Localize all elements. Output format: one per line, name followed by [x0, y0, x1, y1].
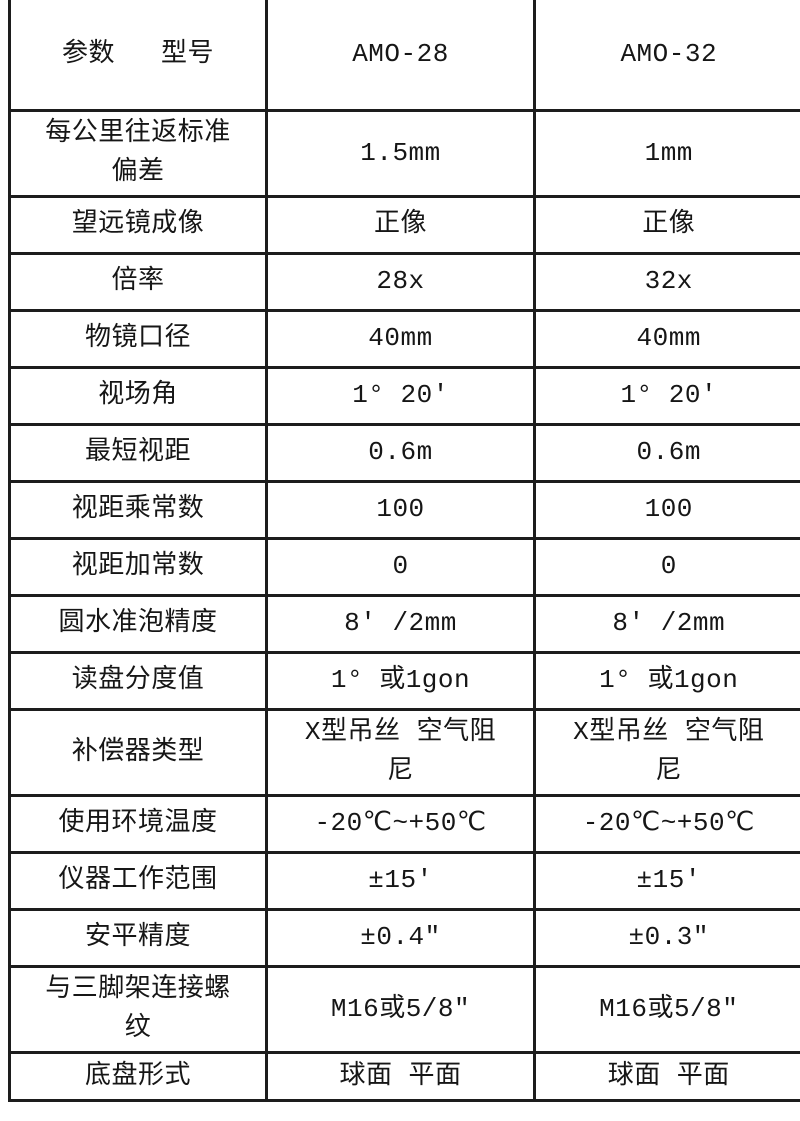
- spec-value-amo32: 32x: [533, 251, 800, 312]
- spec-value-amo32: ±15′: [533, 850, 800, 911]
- table-row: 视距乘常数 100 100: [8, 479, 800, 540]
- spec-name: 圆水准泡精度: [8, 593, 268, 654]
- table-row: 每公里往返标准偏差 1.5mm 1mm: [8, 108, 800, 198]
- table-row: 补偿器类型 X型吊丝 空气阻尼 X型吊丝 空气阻尼: [8, 707, 800, 797]
- param-label: 参数: [61, 38, 115, 69]
- table-row: 最短视距 0.6m 0.6m: [8, 422, 800, 483]
- spec-value-amo32: 正像: [533, 194, 800, 255]
- spec-name: 读盘分度值: [8, 650, 268, 711]
- spec-value-amo28: M16或5/8″: [265, 964, 536, 1054]
- spec-value-amo32: 0: [533, 536, 800, 597]
- spec-name: 最短视距: [8, 422, 268, 483]
- spec-value-amo32: 1° 20′: [533, 365, 800, 426]
- spec-value-amo28: 1° 20′: [265, 365, 536, 426]
- column-header-amo32: AMO-32: [533, 0, 800, 112]
- spec-value-amo28: ±15′: [265, 850, 536, 911]
- spec-value-amo28: 0: [265, 536, 536, 597]
- spec-value-amo32: 1mm: [533, 108, 800, 198]
- model-label: 型号: [161, 38, 215, 69]
- table-row: 仪器工作范围 ±15′ ±15′: [8, 850, 800, 911]
- spec-value-amo32: M16或5/8″: [533, 964, 800, 1054]
- spec-value-amo28: 0.6m: [265, 422, 536, 483]
- header-param-model: 参数 型号: [41, 35, 235, 74]
- spec-name: 补偿器类型: [8, 707, 268, 797]
- spec-value-amo32: 球面 平面: [533, 1050, 800, 1102]
- spec-name: 底盘形式: [8, 1050, 268, 1102]
- table-row: 读盘分度值 1° 或1gon 1° 或1gon: [8, 650, 800, 711]
- spec-value-amo32: 0.6m: [533, 422, 800, 483]
- spec-value-amo32: 100: [533, 479, 800, 540]
- table-row: 安平精度 ±0.4″ ±0.3″: [8, 907, 800, 968]
- header-row: 参数 型号 AMO-28 AMO-32: [8, 0, 800, 112]
- spec-value-amo32: 40mm: [533, 308, 800, 369]
- spec-value-amo32: 1° 或1gon: [533, 650, 800, 711]
- table-row: 物镜口径 40mm 40mm: [8, 308, 800, 369]
- spec-name: 视距乘常数: [8, 479, 268, 540]
- table-row: 与三脚架连接螺纹 M16或5/8″ M16或5/8″: [8, 964, 800, 1054]
- spec-value-amo28: 球面 平面: [265, 1050, 536, 1102]
- spec-name: 安平精度: [8, 907, 268, 968]
- table-row: 视距加常数 0 0: [8, 536, 800, 597]
- spec-name: 仪器工作范围: [8, 850, 268, 911]
- spec-value-amo28: 正像: [265, 194, 536, 255]
- spec-value-amo32: ±0.3″: [533, 907, 800, 968]
- spec-value-amo32: -20℃~+50℃: [533, 793, 800, 854]
- spec-name: 与三脚架连接螺纹: [8, 964, 268, 1054]
- spec-value-amo28: 1.5mm: [265, 108, 536, 198]
- spec-value-amo28: 40mm: [265, 308, 536, 369]
- spec-value-amo28: 1° 或1gon: [265, 650, 536, 711]
- spec-comparison-table: 参数 型号 AMO-28 AMO-32 每公里往返标准偏差 1.5mm 1mm …: [8, 0, 800, 1102]
- spec-name: 视场角: [8, 365, 268, 426]
- table-row: 底盘形式 球面 平面 球面 平面: [8, 1050, 800, 1102]
- spec-value-amo28: -20℃~+50℃: [265, 793, 536, 854]
- table-row: 使用环境温度 -20℃~+50℃ -20℃~+50℃: [8, 793, 800, 854]
- header-param-model-cell: 参数 型号: [8, 0, 268, 112]
- spec-name: 物镜口径: [8, 308, 268, 369]
- spec-value-amo28: 28x: [265, 251, 536, 312]
- table-row: 倍率 28x 32x: [8, 251, 800, 312]
- spec-name: 视距加常数: [8, 536, 268, 597]
- spec-value-amo32: X型吊丝 空气阻尼: [533, 707, 800, 797]
- table-row: 圆水准泡精度 8′ /2mm 8′ /2mm: [8, 593, 800, 654]
- spec-value-amo28: 100: [265, 479, 536, 540]
- spec-value-amo32: 8′ /2mm: [533, 593, 800, 654]
- spec-value-amo28: 8′ /2mm: [265, 593, 536, 654]
- spec-value-amo28: X型吊丝 空气阻尼: [265, 707, 536, 797]
- column-header-amo28: AMO-28: [265, 0, 536, 112]
- spec-name: 倍率: [8, 251, 268, 312]
- spec-name: 望远镜成像: [8, 194, 268, 255]
- spec-name: 每公里往返标准偏差: [8, 108, 268, 198]
- table-row: 视场角 1° 20′ 1° 20′: [8, 365, 800, 426]
- table-row: 望远镜成像 正像 正像: [8, 194, 800, 255]
- spec-value-amo28: ±0.4″: [265, 907, 536, 968]
- spec-name: 使用环境温度: [8, 793, 268, 854]
